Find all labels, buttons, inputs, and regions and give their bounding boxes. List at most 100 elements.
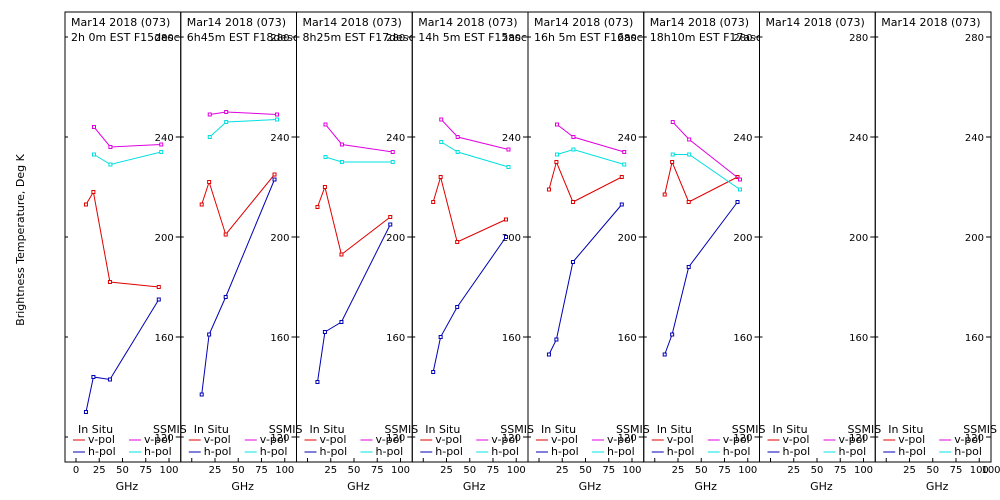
legend-label-in-situ: v-pol bbox=[667, 433, 694, 446]
legend-ssmis: SSMIS bbox=[616, 423, 650, 436]
legend-in-situ: In Situ bbox=[888, 423, 923, 436]
series-ssmis-v-pol-point bbox=[737, 177, 742, 182]
series-in-situ-h-pol-line bbox=[548, 204, 623, 355]
series-in-situ-v-pol-point bbox=[156, 285, 161, 289]
legend-label-ssmis: h-pol bbox=[144, 445, 172, 458]
series-in-situ-h-pol-point bbox=[315, 380, 320, 384]
x-tick-label: 50 bbox=[926, 465, 939, 476]
series-ssmis-v-pol-line bbox=[93, 126, 162, 148]
series-in-situ-v-pol-point bbox=[455, 240, 460, 244]
legend-label-in-situ: h-pol bbox=[204, 445, 232, 458]
y-tick-label: 200 bbox=[270, 233, 289, 244]
legend-ssmis: SSMIS bbox=[385, 423, 419, 436]
series-in-situ-h-pol-point bbox=[107, 377, 112, 382]
series-in-situ-h-pol-point bbox=[504, 235, 509, 239]
series-ssmis-h-pol-point bbox=[323, 155, 328, 159]
y-tick-label: 200 bbox=[155, 233, 174, 244]
y-tick-label: 120 bbox=[618, 433, 637, 444]
x-tick-label: 75 bbox=[834, 465, 847, 476]
panel-titles: Mar14 2018 (073) 16h 5m EST F16asc bbox=[534, 16, 643, 44]
legend-label-ssmis: v-pol bbox=[144, 433, 171, 446]
x-tick-label: 50 bbox=[348, 465, 361, 476]
y-tick-label: 120 bbox=[502, 433, 521, 444]
x-axis-label: GHz bbox=[347, 480, 370, 493]
series-ssmis-h-pol-point bbox=[670, 152, 675, 157]
x-tick-label: 100 bbox=[970, 465, 989, 476]
series-in-situ-v-pol-point bbox=[570, 200, 575, 204]
series-in-situ-h-pol-point bbox=[735, 200, 740, 204]
legend-in-situ: In Situ bbox=[78, 423, 113, 436]
series-ssmis-v-pol-point bbox=[622, 150, 627, 154]
legend-in-situ: In Situ bbox=[657, 423, 692, 436]
series-ssmis-h-pol-line bbox=[325, 156, 393, 163]
y-tick-label: 280 bbox=[270, 33, 289, 44]
series-in-situ-v-pol-point bbox=[504, 217, 509, 222]
y-tick-label: 280 bbox=[155, 33, 174, 44]
y-tick-label: 240 bbox=[270, 133, 289, 144]
series-ssmis-v-pol-point bbox=[455, 135, 460, 139]
legend-in-situ: In Situ bbox=[541, 423, 576, 436]
legend-label-in-situ: v-pol bbox=[435, 433, 462, 446]
panel-titles: Mar14 2018 (073) 14h 5m EST F15asc bbox=[418, 16, 527, 44]
y-tick-label: 200 bbox=[618, 233, 637, 244]
y-tick-label: 280 bbox=[502, 33, 521, 44]
legend-label-ssmis: v-pol bbox=[954, 433, 981, 446]
series-ssmis-v-pol-point bbox=[159, 142, 164, 147]
series-in-situ-v-pol-line bbox=[85, 190, 159, 288]
legend-label-ssmis: h-pol bbox=[839, 445, 867, 458]
series-in-situ-h-pol-point bbox=[272, 177, 277, 182]
x-tick-label: 50 bbox=[811, 465, 824, 476]
series-ssmis-v-pol-line bbox=[556, 124, 625, 153]
panel-titles: Mar14 2018 (073) 6h45m EST F18desc bbox=[187, 16, 297, 44]
x-tick-label: 100 bbox=[391, 465, 410, 476]
series-in-situ-h-pol-line bbox=[664, 201, 738, 355]
x-tick-label: 100 bbox=[275, 465, 294, 476]
legend-label-ssmis: h-pol bbox=[954, 445, 982, 458]
legend-label-in-situ: h-pol bbox=[551, 445, 579, 458]
series-ssmis-v-pol-point bbox=[339, 142, 344, 147]
series-in-situ-h-pol-point bbox=[199, 392, 204, 397]
legend-label-in-situ: v-pol bbox=[783, 433, 810, 446]
series-in-situ-h-pol-point bbox=[156, 297, 161, 302]
legend-label-ssmis: h-pol bbox=[723, 445, 751, 458]
x-tick-label: 25 bbox=[556, 465, 569, 476]
legend-label-ssmis: v-pol bbox=[376, 433, 403, 446]
x-axis-label: GHz bbox=[926, 480, 949, 493]
x-tick-label: 75 bbox=[950, 465, 963, 476]
y-tick-label: 240 bbox=[386, 133, 405, 144]
series-ssmis-v-pol-point bbox=[670, 120, 675, 124]
series-in-situ-v-pol-point bbox=[670, 160, 675, 164]
y-tick-label: 160 bbox=[733, 333, 752, 344]
series-in-situ-v-pol-line bbox=[664, 160, 738, 203]
legend-label-in-situ: v-pol bbox=[204, 433, 231, 446]
x-tick-label: 75 bbox=[487, 465, 500, 476]
y-tick-label: 280 bbox=[849, 33, 868, 44]
panel-title-date: Mar14 2018 (073) bbox=[766, 16, 865, 29]
panel-titles: Mar14 2018 (073) 2h 0m EST F15desc bbox=[71, 16, 180, 44]
series-ssmis-h-pol-point bbox=[506, 165, 511, 169]
series-in-situ-h-pol-line bbox=[85, 299, 160, 413]
series-ssmis-h-pol-point bbox=[91, 152, 96, 157]
x-tick-label: 25 bbox=[787, 465, 800, 476]
series-in-situ-h-pol-point bbox=[455, 305, 460, 309]
panel-title-time: 2h 0m EST F15desc bbox=[71, 31, 180, 44]
series-in-situ-h-pol-point bbox=[83, 410, 88, 414]
y-tick-label: 120 bbox=[386, 433, 405, 444]
series-ssmis-h-pol-point bbox=[687, 152, 692, 157]
y-tick-label: 160 bbox=[965, 333, 984, 344]
series-in-situ-v-pol-point bbox=[322, 185, 327, 189]
y-tick-label: 240 bbox=[733, 133, 752, 144]
panel-title-time: 16h 5m EST F16asc bbox=[534, 31, 643, 44]
series-ssmis-h-pol-point bbox=[159, 150, 164, 154]
legend-label-ssmis: h-pol bbox=[260, 445, 288, 458]
panel-titles: Mar14 2018 (073) 8h25m EST F17desc bbox=[303, 16, 413, 44]
x-tick-label: 25 bbox=[440, 465, 453, 476]
x-tick-label: 25 bbox=[903, 465, 916, 476]
legend-label-in-situ: h-pol bbox=[898, 445, 926, 458]
series-ssmis-h-pol-point bbox=[571, 147, 576, 152]
legend-ssmis: SSMIS bbox=[848, 423, 882, 436]
